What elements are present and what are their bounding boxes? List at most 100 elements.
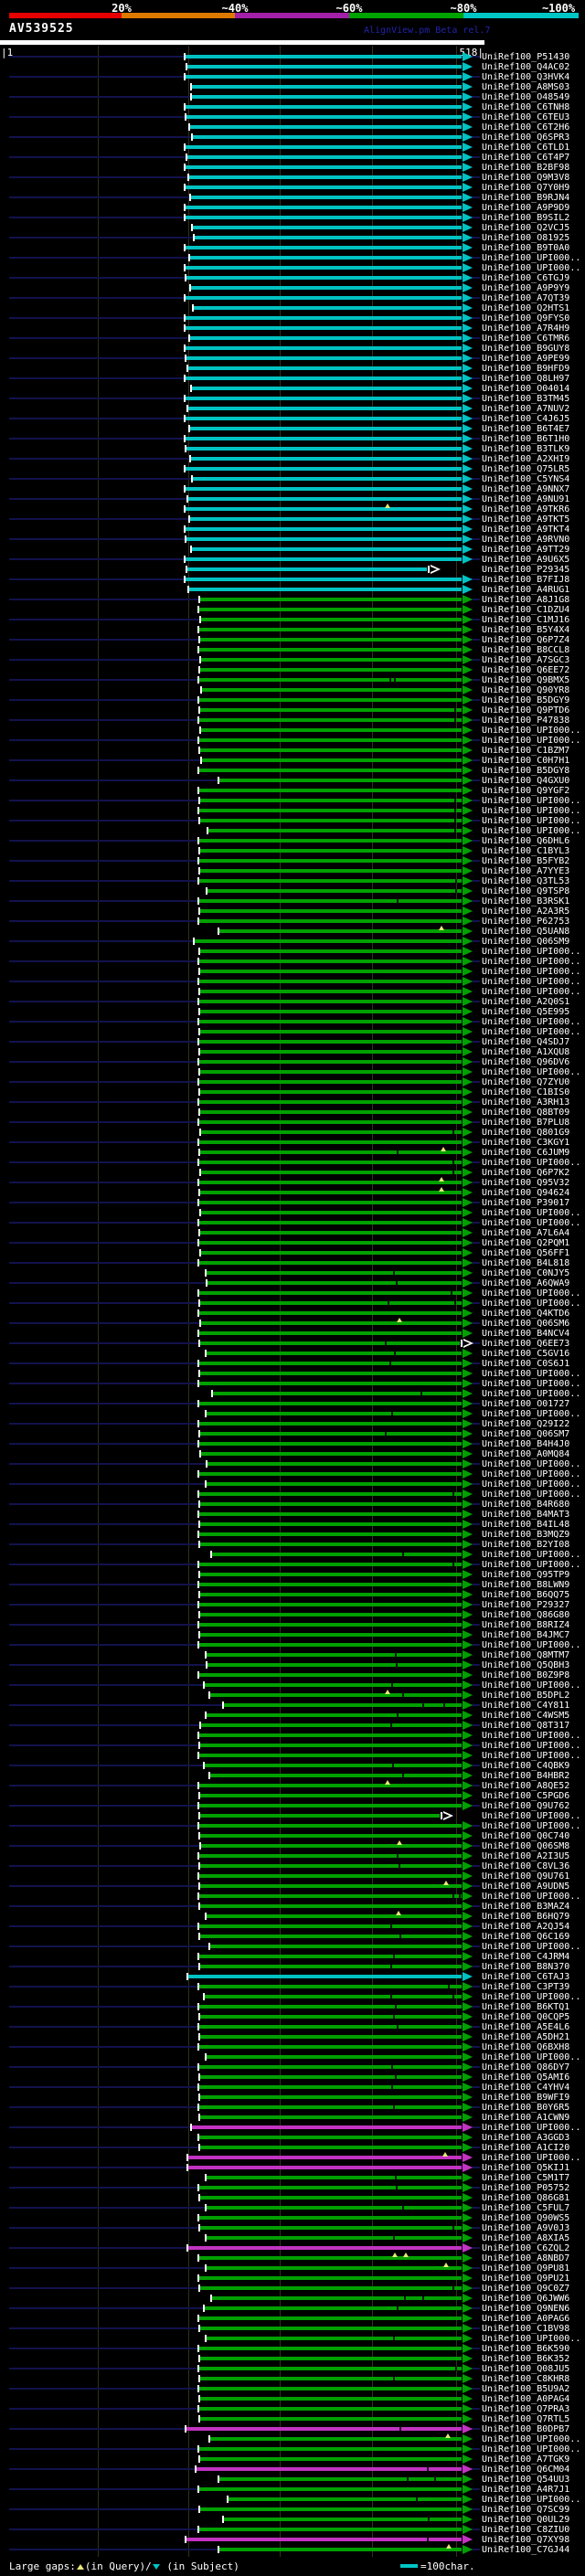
hit-accession-label[interactable]: UniRef100_C4J6J5	[482, 414, 570, 424]
hit-accession-label[interactable]: UniRef100_C6TMR6	[482, 334, 570, 344]
hit-accession-label[interactable]: UniRef100_A9TKT4	[482, 525, 570, 535]
hit-accession-label[interactable]: UniRef100_UPI000..	[482, 1027, 581, 1037]
hit-accession-label[interactable]: UniRef100_C6TNH8	[482, 102, 570, 112]
hit-accession-label[interactable]: UniRef100_UPI000..	[482, 1409, 581, 1419]
hit-accession-label[interactable]: UniRef100_UPI000..	[482, 1489, 581, 1500]
hit-accession-label[interactable]: UniRef100_B3RSK1	[482, 896, 570, 906]
hit-accession-label[interactable]: UniRef100_Q5AMI6	[482, 2072, 570, 2083]
hit-accession-label[interactable]: UniRef100_A4RUG1	[482, 585, 570, 595]
hit-accession-label[interactable]: UniRef100_B6QQ75	[482, 1590, 570, 1600]
hit-accession-label[interactable]: UniRef100_Q9U761	[482, 1871, 570, 1882]
hit-accession-label[interactable]: UniRef100_B5DPL2	[482, 1691, 570, 1701]
hit-accession-label[interactable]: UniRef100_Q4GXU0	[482, 776, 570, 786]
hit-accession-label[interactable]: UniRef100_C1BIS0	[482, 1087, 570, 1097]
hit-accession-label[interactable]: UniRef100_A7YYE3	[482, 866, 570, 876]
hit-accession-label[interactable]: UniRef100_A7SGC3	[482, 655, 570, 665]
hit-accession-label[interactable]: UniRef100_C5GV16	[482, 1349, 570, 1359]
hit-accession-label[interactable]: UniRef100_B2YI08	[482, 1540, 570, 1550]
hit-accession-label[interactable]: UniRef100_A9TKT5	[482, 514, 570, 525]
hit-accession-label[interactable]: UniRef100_UPI000..	[482, 2495, 581, 2505]
hit-accession-label[interactable]: UniRef100_C6TGJ9	[482, 273, 570, 283]
hit-accession-label[interactable]: UniRef100_Q5E995	[482, 1007, 570, 1017]
hit-accession-label[interactable]: UniRef100_C1BYL3	[482, 846, 570, 856]
hit-accession-label[interactable]: UniRef100_C4Y811	[482, 1701, 570, 1711]
hit-accession-label[interactable]: UniRef100_Q8LH97	[482, 374, 570, 384]
hit-accession-label[interactable]: UniRef100_UPI000..	[482, 1731, 581, 1741]
hit-accession-label[interactable]: UniRef100_B6K590	[482, 2344, 570, 2354]
hit-accession-label[interactable]: UniRef100_P29345	[482, 565, 570, 575]
hit-accession-label[interactable]: UniRef100_Q86DY7	[482, 2062, 570, 2072]
hit-accession-label[interactable]: UniRef100_A8XIA5	[482, 2233, 570, 2243]
hit-accession-label[interactable]: UniRef100_UPI000..	[482, 1208, 581, 1218]
hit-accession-label[interactable]: UniRef100_UPI000..	[482, 1379, 581, 1389]
hit-accession-label[interactable]: UniRef100_A9NU91	[482, 494, 570, 504]
hit-accession-label[interactable]: UniRef100_Q86G80	[482, 1610, 570, 1620]
hit-accession-label[interactable]: UniRef100_UPI000..	[482, 263, 581, 273]
hit-accession-label[interactable]: UniRef100_O48549	[482, 92, 570, 102]
hit-accession-label[interactable]: UniRef100_UPI000..	[482, 1560, 581, 1570]
hit-accession-label[interactable]: UniRef100_A8J1G8	[482, 595, 570, 605]
hit-accession-label[interactable]: UniRef100_C6T2H6	[482, 122, 570, 133]
hit-accession-label[interactable]: UniRef100_C5M1T7	[482, 2173, 570, 2183]
hit-accession-label[interactable]: UniRef100_Q2PQM1	[482, 1238, 570, 1248]
hit-accession-label[interactable]: UniRef100_Q7Y0H9	[482, 183, 570, 193]
hit-accession-label[interactable]: UniRef100_Q9BMX5	[482, 675, 570, 685]
hit-accession-label[interactable]: UniRef100_Q9FYS0	[482, 313, 570, 323]
hit-accession-label[interactable]: UniRef100_Q6SPR3	[482, 133, 570, 143]
hit-accession-label[interactable]: UniRef100_Q6JWW6	[482, 2294, 570, 2304]
hit-accession-label[interactable]: UniRef100_A3RH13	[482, 1097, 570, 1108]
hit-accession-label[interactable]: UniRef100_Q0UL29	[482, 2515, 570, 2525]
hit-accession-label[interactable]: UniRef100_A6QWA9	[482, 1278, 570, 1288]
hit-accession-label[interactable]: UniRef100_B6HQ79	[482, 1912, 570, 1922]
hit-accession-label[interactable]: UniRef100_UPI000..	[482, 1479, 581, 1489]
hit-accession-label[interactable]: UniRef100_Q6C169	[482, 1932, 570, 1942]
hit-accession-label[interactable]: UniRef100_Q06SM7	[482, 1429, 570, 1439]
hit-accession-label[interactable]: UniRef100_B7FIJ8	[482, 575, 570, 585]
hit-accession-label[interactable]: UniRef100_A9UDN5	[482, 1882, 570, 1892]
hit-accession-label[interactable]: UniRef100_Q9PTD6	[482, 705, 570, 716]
hit-accession-label[interactable]: UniRef100_C5YNS4	[482, 474, 570, 484]
hit-accession-label[interactable]: UniRef100_C6TLD1	[482, 143, 570, 153]
hit-accession-label[interactable]: UniRef100_B6T1H0	[482, 434, 570, 444]
hit-accession-label[interactable]: UniRef100_Q54UU3	[482, 2475, 570, 2485]
hit-accession-label[interactable]: UniRef100_Q9U762	[482, 1801, 570, 1811]
hit-accession-label[interactable]: UniRef100_B4JMC7	[482, 1630, 570, 1640]
hit-accession-label[interactable]: UniRef100_Q90WS5	[482, 2213, 570, 2223]
hit-accession-label[interactable]: UniRef100_Q9NEN6	[482, 2304, 570, 2314]
hit-accession-label[interactable]: UniRef100_Q0C740	[482, 1831, 570, 1841]
hit-accession-label[interactable]: UniRef100_Q06SM8	[482, 1841, 570, 1851]
hit-accession-label[interactable]: UniRef100_UPI000..	[482, 977, 581, 987]
hit-accession-label[interactable]: UniRef100_C8KHR8	[482, 2374, 570, 2384]
hit-accession-label[interactable]: UniRef100_Q0CQP5	[482, 2012, 570, 2022]
hit-accession-label[interactable]: UniRef100_C8VL36	[482, 1861, 570, 1871]
hit-accession-label[interactable]: UniRef100_UPI000..	[482, 1218, 581, 1228]
hit-accession-label[interactable]: UniRef100_P39017	[482, 1198, 570, 1208]
hit-accession-label[interactable]: UniRef100_Q801G9	[482, 1128, 570, 1138]
hit-accession-label[interactable]: UniRef100_A0PAG6	[482, 2314, 570, 2324]
hit-accession-label[interactable]: UniRef100_Q7PRA3	[482, 2404, 570, 2414]
hit-accession-label[interactable]: UniRef100_B0DPB7	[482, 2424, 570, 2434]
hit-accession-label[interactable]: UniRef100_Q75LR5	[482, 464, 570, 474]
hit-accession-label[interactable]: UniRef100_Q9PU21	[482, 2274, 570, 2284]
hit-accession-label[interactable]: UniRef100_UPI000..	[482, 2153, 581, 2163]
hit-accession-label[interactable]: UniRef100_C0S6J1	[482, 1359, 570, 1369]
hit-accession-label[interactable]: UniRef100_Q94624	[482, 1188, 570, 1198]
hit-accession-label[interactable]: UniRef100_UPI000..	[482, 1680, 581, 1691]
hit-accession-label[interactable]: UniRef100_B3MQZ9	[482, 1530, 570, 1540]
hit-accession-label[interactable]: UniRef100_C8ZIU0	[482, 2525, 570, 2535]
hit-accession-label[interactable]: UniRef100_C6JUM9	[482, 1148, 570, 1158]
hit-accession-label[interactable]: UniRef100_UPI000..	[482, 1821, 581, 1831]
hit-accession-label[interactable]: UniRef100_B9RJN4	[482, 193, 570, 203]
hit-accession-label[interactable]: UniRef100_Q6P7Z4	[482, 635, 570, 645]
hit-accession-label[interactable]: UniRef100_B5DGY9	[482, 695, 570, 705]
hit-accession-label[interactable]: UniRef100_C6TEU3	[482, 112, 570, 122]
hit-accession-label[interactable]: UniRef100_A0PAG4	[482, 2394, 570, 2404]
hit-accession-label[interactable]: UniRef100_UPI000..	[482, 1751, 581, 1761]
hit-accession-label[interactable]: UniRef100_B8LWN9	[482, 1580, 570, 1590]
hit-accession-label[interactable]: UniRef100_Q6DHL6	[482, 836, 570, 846]
hit-accession-label[interactable]: UniRef100_Q4AC02	[482, 62, 570, 72]
hit-accession-label[interactable]: UniRef100_C4JRM4	[482, 1952, 570, 1962]
hit-accession-label[interactable]: UniRef100_A9P9Y9	[482, 283, 570, 293]
hit-accession-label[interactable]: UniRef100_A2Q0S1	[482, 997, 570, 1007]
hit-accession-label[interactable]: UniRef100_C0NJY5	[482, 1268, 570, 1278]
